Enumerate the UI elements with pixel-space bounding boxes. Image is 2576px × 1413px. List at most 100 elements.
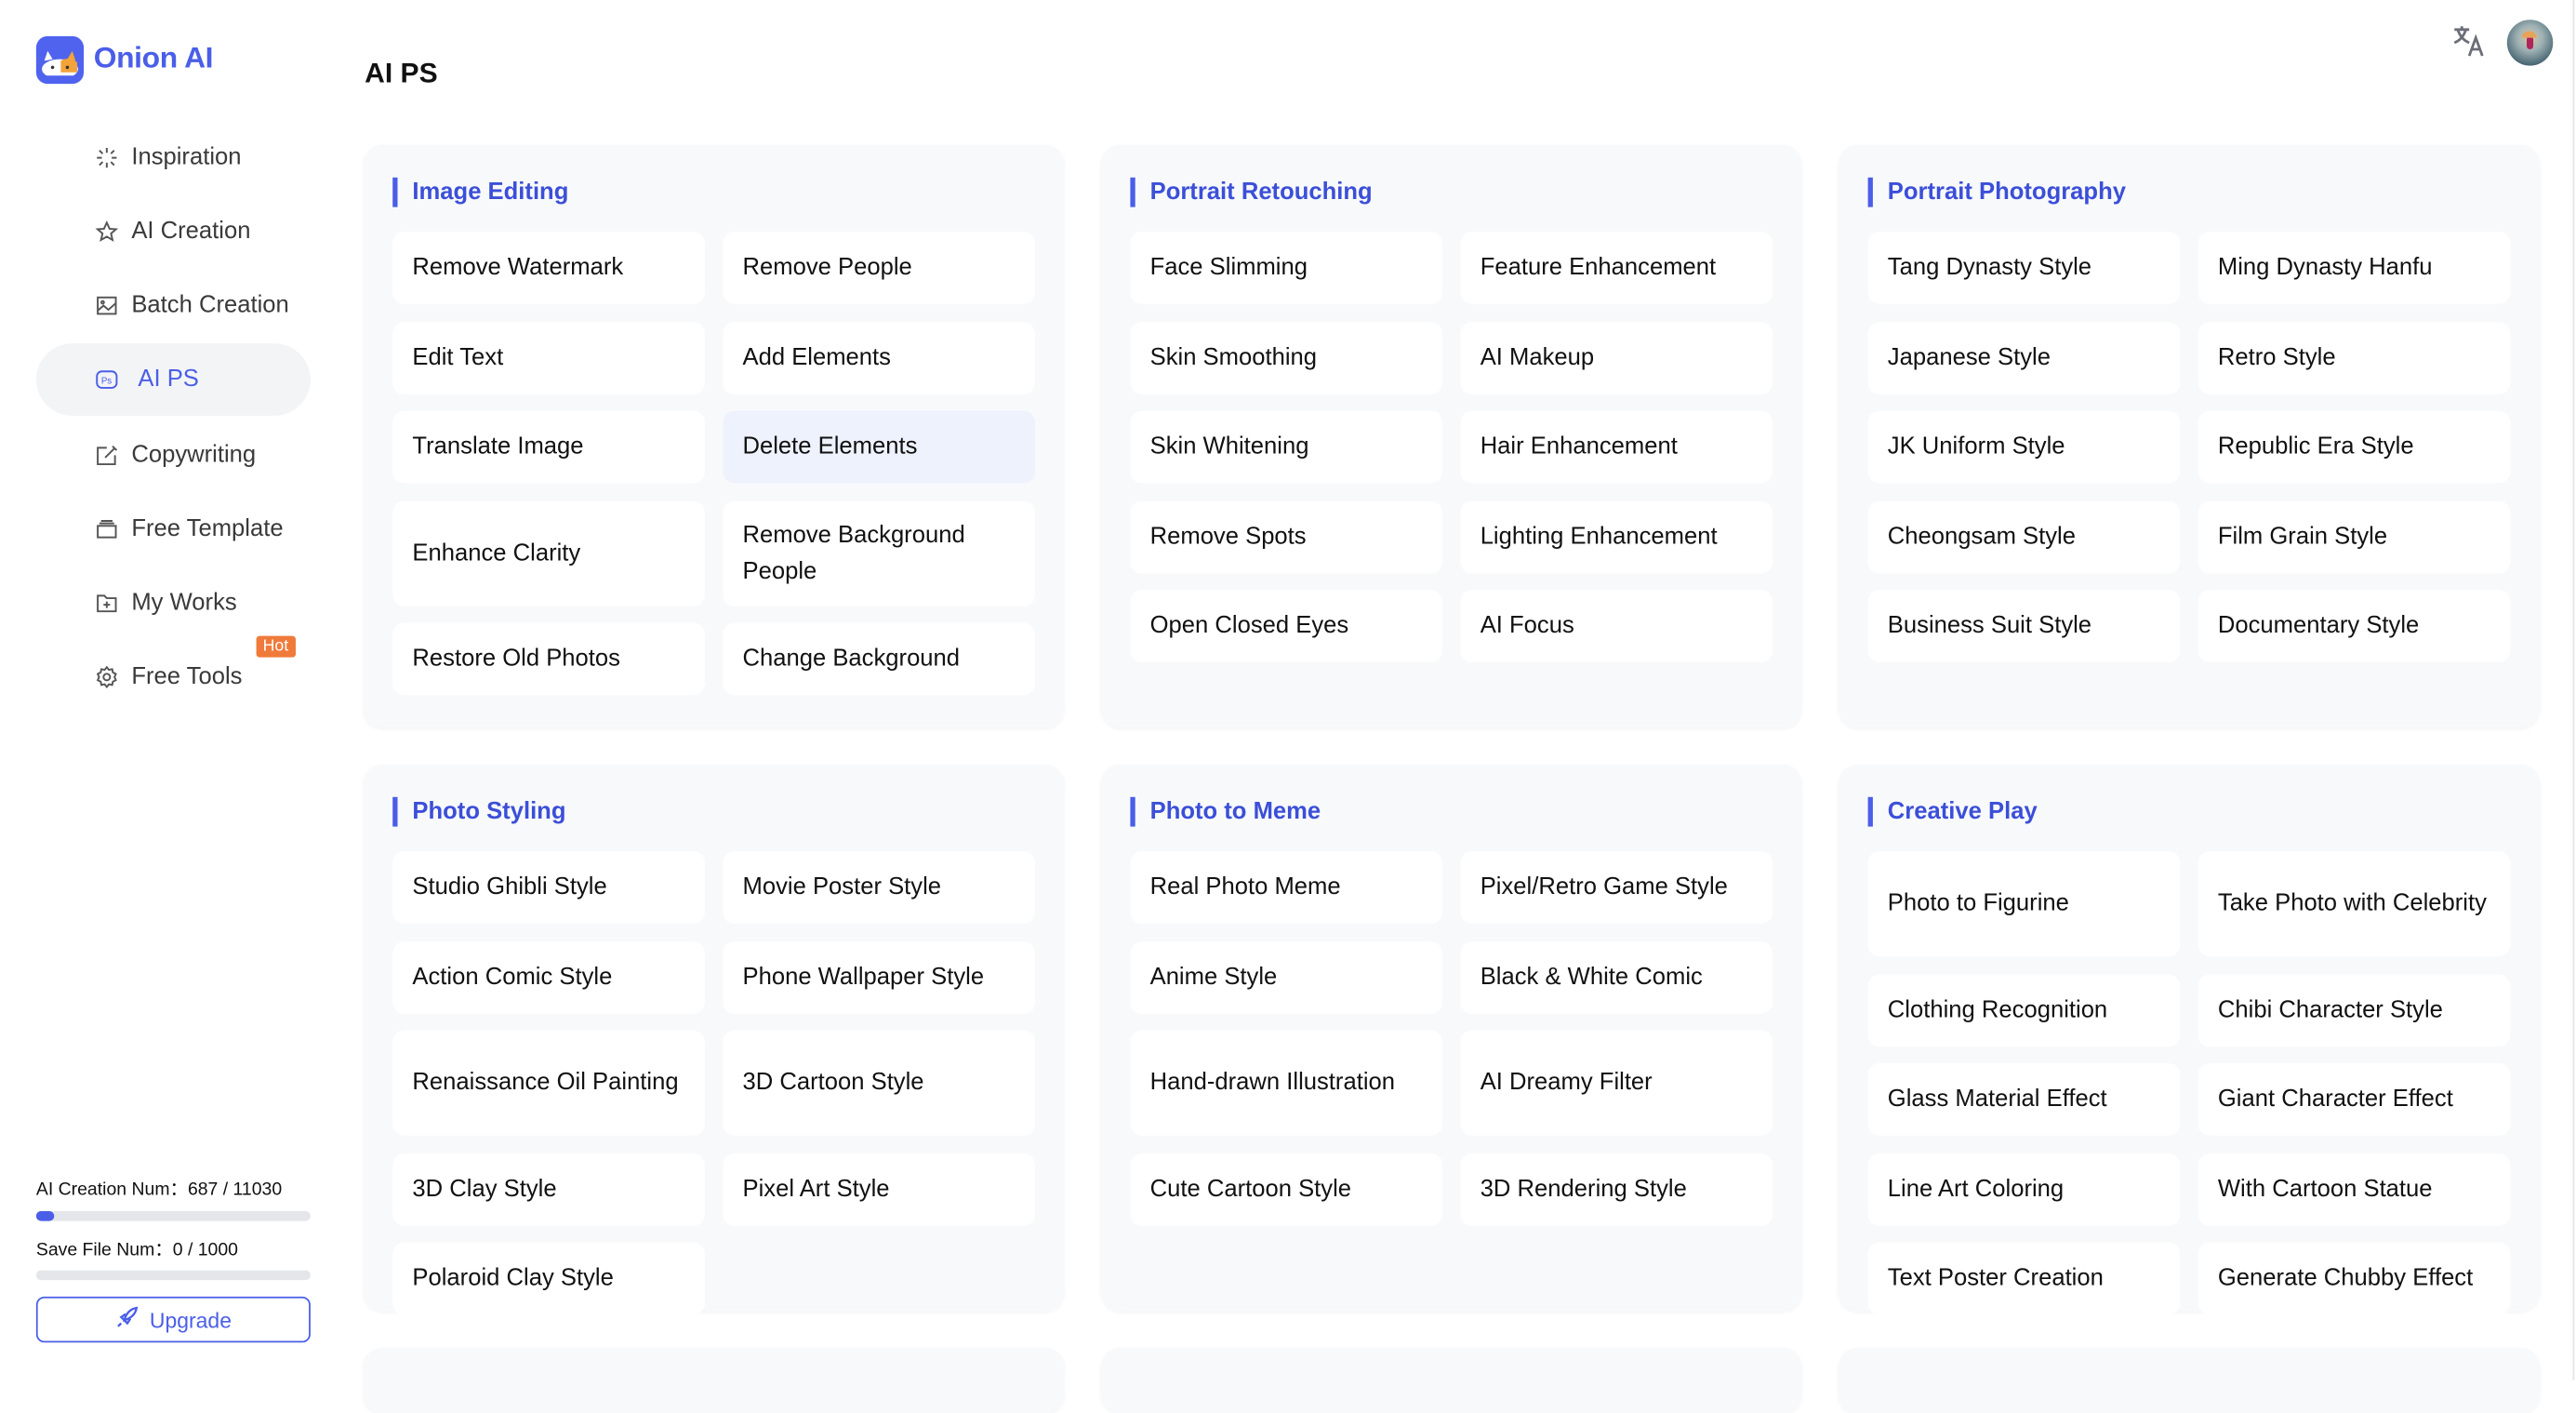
tool-button-remove-watermark[interactable]: Remove Watermark (392, 232, 705, 304)
tool-button-hair-enhancement[interactable]: Hair Enhancement (1460, 410, 1773, 484)
tool-button-tang-dynasty-style[interactable]: Tang Dynasty Style (1867, 232, 2181, 304)
tool-button-republic-era-style[interactable]: Republic Era Style (2198, 410, 2511, 484)
translate-icon[interactable] (2453, 24, 2486, 57)
tool-button-add-elements[interactable]: Add Elements (723, 321, 1035, 394)
tool-button-documentary-style[interactable]: Documentary Style (2198, 590, 2511, 662)
sidebar-item-copywriting[interactable]: Copywriting (36, 419, 311, 491)
tool-button-movie-poster-style[interactable]: Movie Poster Style (723, 851, 1035, 924)
tool-button-photo-to-figurine[interactable]: Photo to Figurine (1867, 851, 2181, 957)
tool-label: Clothing Recognition (1887, 996, 2108, 1023)
save-file-progress (35, 1270, 311, 1281)
tool-button-ming-dynasty-hanfu[interactable]: Ming Dynasty Hanfu (2198, 232, 2511, 304)
tool-button-generate-chubby-effect[interactable]: Generate Chubby Effect (2198, 1242, 2511, 1315)
gear-icon (95, 665, 118, 688)
tool-button-face-slimming[interactable]: Face Slimming (1130, 232, 1443, 304)
tool-button-take-photo-with-celebrity[interactable]: Take Photo with Celebrity (2198, 851, 2511, 957)
user-avatar[interactable] (2506, 20, 2554, 66)
tool-button-glass-material-effect[interactable]: Glass Material Effect (1867, 1062, 2181, 1136)
tool-button-ai-focus[interactable]: AI Focus (1460, 590, 1773, 662)
tool-button-delete-elements[interactable]: Delete Elements (723, 410, 1035, 484)
tool-button-chibi-character-style[interactable]: Chibi Character Style (2198, 973, 2511, 1046)
tool-button-retro-style[interactable]: Retro Style (2198, 321, 2511, 394)
tool-button-real-photo-meme[interactable]: Real Photo Meme (1130, 851, 1443, 924)
section-marker (1867, 177, 1873, 207)
tool-button-3d-rendering-style[interactable]: 3D Rendering Style (1460, 1153, 1773, 1225)
tool-label: With Cartoon Statue (2217, 1175, 2433, 1203)
tool-label: Chibi Character Style (2217, 996, 2443, 1023)
tool-label: 3D Clay Style (412, 1175, 557, 1203)
tool-button-3d-cartoon-style[interactable]: 3D Cartoon Style (723, 1030, 1035, 1136)
tool-label: Real Photo Meme (1149, 873, 1341, 901)
tool-button-ai-dreamy-filter[interactable]: AI Dreamy Filter (1460, 1030, 1773, 1136)
tool-button-jk-uniform-style[interactable]: JK Uniform Style (1867, 410, 2181, 484)
sidebar-item-ai-creation[interactable]: AI Creation (36, 195, 311, 268)
section-header: Portrait Retouching (1130, 177, 1373, 207)
tool-button-pixel-retro-game-style[interactable]: Pixel/Retro Game Style (1460, 851, 1773, 924)
tool-button-renaissance-oil-painting[interactable]: Renaissance Oil Painting (392, 1030, 705, 1136)
sidebar-item-label: My Works (131, 590, 237, 617)
section-marker (1130, 796, 1135, 827)
tool-button-translate-image[interactable]: Translate Image (392, 410, 705, 484)
tool-button-phone-wallpaper-style[interactable]: Phone Wallpaper Style (723, 940, 1035, 1014)
tool-button-remove-people[interactable]: Remove People (723, 232, 1035, 304)
tool-button-skin-smoothing[interactable]: Skin Smoothing (1130, 321, 1443, 394)
tool-label: Skin Whitening (1149, 433, 1309, 460)
tool-label: 3D Rendering Style (1480, 1175, 1687, 1203)
hot-badge: Hot (256, 635, 296, 658)
tool-button-with-cartoon-statue[interactable]: With Cartoon Statue (2198, 1153, 2511, 1225)
tool-button-3d-clay-style[interactable]: 3D Clay Style (392, 1153, 705, 1225)
tool-button-restore-old-photos[interactable]: Restore Old Photos (392, 622, 705, 696)
tool-button-black-white-comic[interactable]: Black & White Comic (1460, 940, 1773, 1014)
tool-button-pixel-art-style[interactable]: Pixel Art Style (723, 1153, 1035, 1225)
tool-button-enhance-clarity[interactable]: Enhance Clarity (392, 500, 705, 606)
tool-label: Phone Wallpaper Style (742, 964, 985, 991)
upgrade-label: Upgrade (149, 1307, 232, 1332)
app-name: Onion AI (93, 41, 214, 74)
sidebar-item-my-works[interactable]: My Works (36, 567, 311, 639)
scrollbar[interactable] (2572, 0, 2575, 1380)
tool-button-ai-makeup[interactable]: AI Makeup (1460, 321, 1773, 394)
tool-label: Restore Old Photos (412, 646, 620, 673)
tool-button-film-grain-style[interactable]: Film Grain Style (2198, 500, 2511, 573)
upgrade-button[interactable]: Upgrade (35, 1296, 311, 1343)
tool-label: Remove Background People (742, 521, 965, 585)
tool-button-open-closed-eyes[interactable]: Open Closed Eyes (1130, 590, 1443, 662)
tool-button-cheongsam-style[interactable]: Cheongsam Style (1867, 500, 2181, 573)
tool-button-edit-text[interactable]: Edit Text (392, 321, 705, 394)
tool-label: Skin Smoothing (1149, 344, 1318, 371)
tool-button-skin-whitening[interactable]: Skin Whitening (1130, 410, 1443, 484)
sidebar-item-inspiration[interactable]: Inspiration (36, 122, 311, 194)
ai-creation-progress (35, 1210, 311, 1221)
tool-button-cute-cartoon-style[interactable]: Cute Cartoon Style (1130, 1153, 1443, 1225)
tool-label: Cheongsam Style (1887, 523, 2076, 550)
tool-button-giant-character-effect[interactable]: Giant Character Effect (2198, 1062, 2511, 1136)
sidebar-item-free-template[interactable]: Free Template (36, 493, 311, 566)
sidebar-item-ai-ps[interactable]: Ps AI PS (35, 343, 311, 416)
tool-button-clothing-recognition[interactable]: Clothing Recognition (1867, 973, 2181, 1046)
tool-label: AI Dreamy Filter (1480, 1070, 1653, 1097)
tool-button-lighting-enhancement[interactable]: Lighting Enhancement (1460, 500, 1773, 573)
tool-button-change-background[interactable]: Change Background (723, 622, 1035, 696)
tool-label: Delete Elements (742, 433, 918, 460)
tool-button-remove-spots[interactable]: Remove Spots (1130, 500, 1443, 573)
tool-button-action-comic-style[interactable]: Action Comic Style (392, 940, 705, 1014)
sidebar-item-label: Free Tools (131, 663, 243, 690)
tool-button-text-poster-creation[interactable]: Text Poster Creation (1867, 1242, 2181, 1315)
star-icon (95, 220, 119, 244)
tool-label: Line Art Coloring (1887, 1175, 2065, 1203)
tool-button-remove-background-people[interactable]: Remove Background People (723, 500, 1035, 606)
tool-button-hand-drawn-illustration[interactable]: Hand-drawn Illustration (1130, 1030, 1443, 1136)
tool-button-business-suit-style[interactable]: Business Suit Style (1867, 590, 2181, 662)
tool-button-polaroid-clay-style[interactable]: Polaroid Clay Style (392, 1242, 705, 1315)
sidebar-item-batch-creation[interactable]: Batch Creation (36, 270, 311, 342)
tool-button-line-art-coloring[interactable]: Line Art Coloring (1867, 1153, 2181, 1225)
tool-label: AI Focus (1480, 612, 1574, 640)
tool-button-studio-ghibli-style[interactable]: Studio Ghibli Style (392, 851, 705, 924)
sidebar-item-free-tools[interactable]: Free Tools Hot (36, 635, 311, 713)
tool-label: Cute Cartoon Style (1149, 1175, 1352, 1203)
tool-button-anime-style[interactable]: Anime Style (1130, 940, 1443, 1014)
section-photo-styling: Photo Styling Studio Ghibli Style Movie Po… (363, 764, 1065, 1315)
tool-label: Film Grain Style (2217, 523, 2388, 550)
tool-button-feature-enhancement[interactable]: Feature Enhancement (1460, 232, 1773, 304)
tool-button-japanese-style[interactable]: Japanese Style (1867, 321, 2181, 394)
